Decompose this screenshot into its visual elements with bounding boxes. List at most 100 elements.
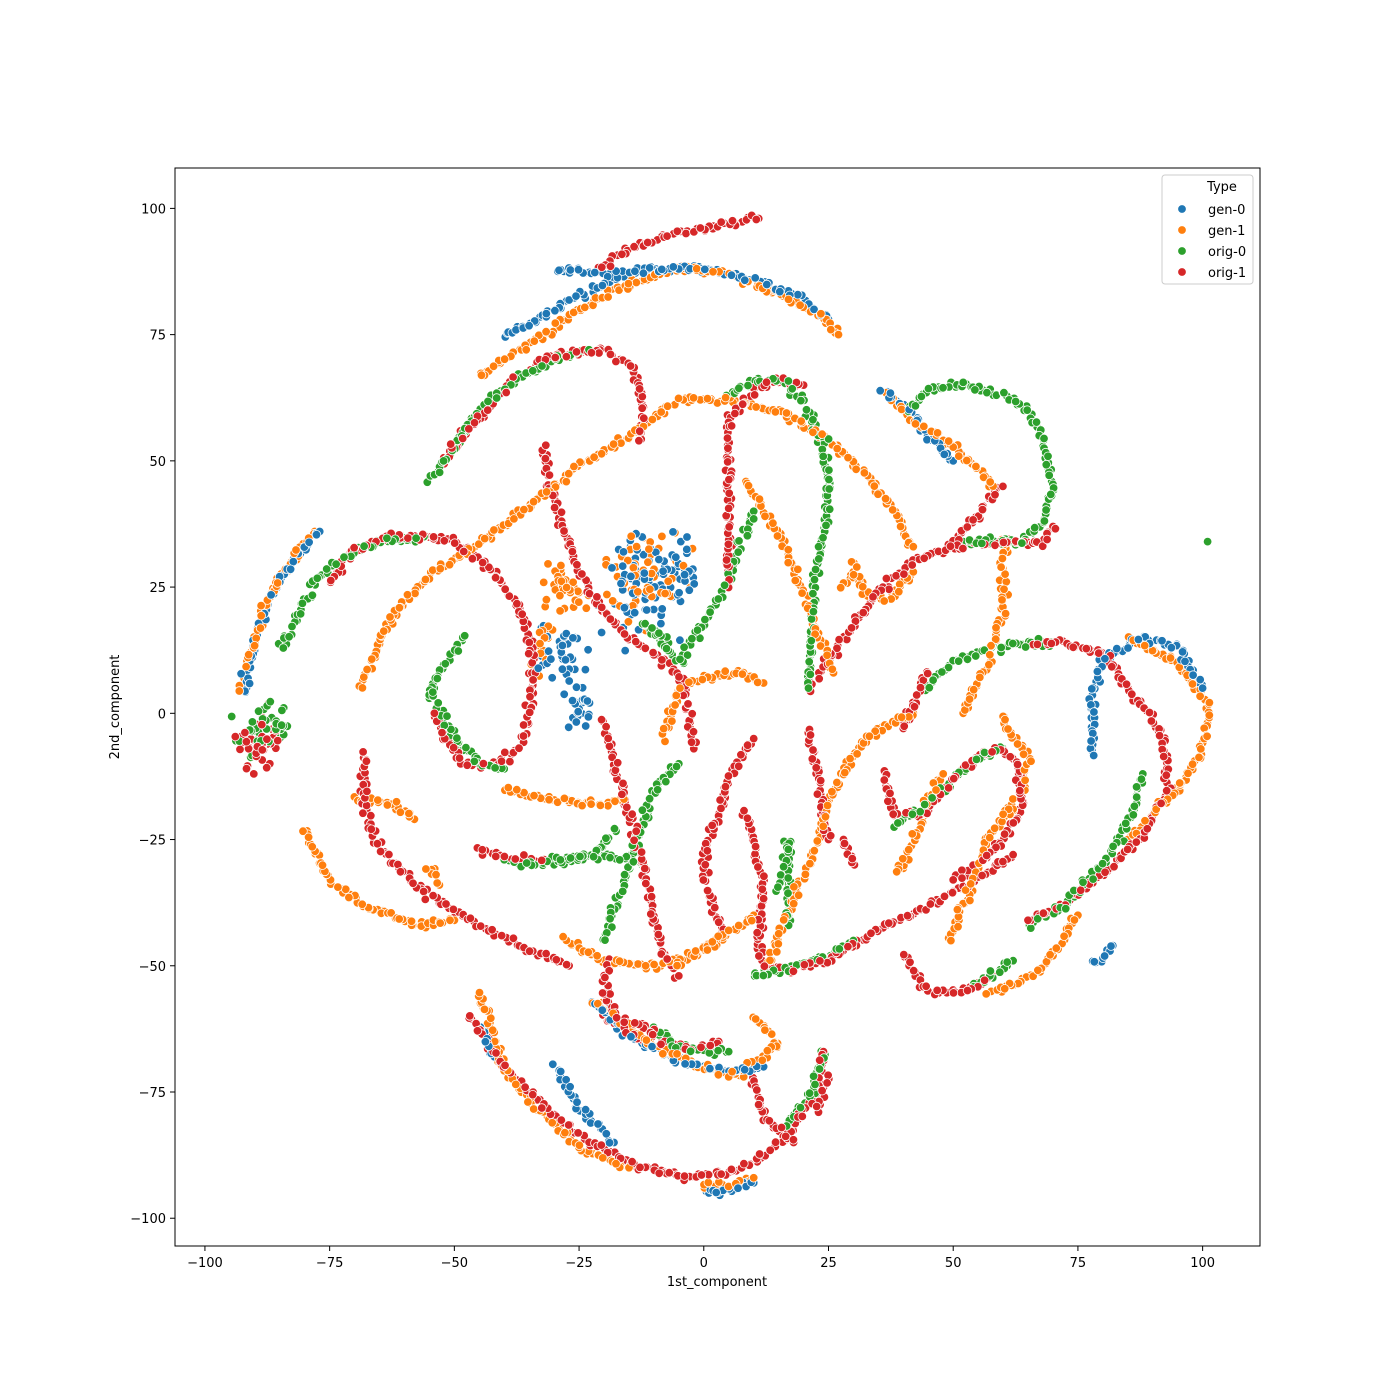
point-orig-0 xyxy=(1060,904,1071,914)
point-gen-1 xyxy=(291,545,301,555)
point-orig-0 xyxy=(1046,489,1056,500)
point-orig-1 xyxy=(408,878,418,889)
point-orig-1 xyxy=(636,847,647,857)
point-orig-1 xyxy=(1109,862,1119,872)
point-gen-1 xyxy=(818,821,828,832)
point-orig-1 xyxy=(847,853,858,864)
point-orig-0 xyxy=(1031,417,1042,427)
point-orig-1 xyxy=(490,573,501,583)
point-orig-0 xyxy=(1039,516,1050,526)
point-orig-1 xyxy=(617,789,627,800)
point-gen-0 xyxy=(1100,654,1110,664)
point-orig-0 xyxy=(1043,451,1053,462)
point-orig-0 xyxy=(359,541,369,551)
point-gen-1 xyxy=(734,920,744,931)
point-gen-1 xyxy=(817,429,827,439)
point-orig-0 xyxy=(1131,792,1142,802)
point-gen-1 xyxy=(406,916,417,927)
point-orig-1 xyxy=(814,674,824,684)
point-orig-0 xyxy=(937,667,947,677)
point-orig-0 xyxy=(1044,470,1054,481)
point-gen-1 xyxy=(943,436,954,446)
point-orig-1 xyxy=(962,985,973,996)
point-orig-1 xyxy=(696,1042,706,1053)
point-gen-1 xyxy=(997,595,1007,605)
point-orig-1 xyxy=(742,813,753,824)
point-gen-1 xyxy=(832,443,842,454)
point-orig-1 xyxy=(1046,638,1057,649)
point-gen-1 xyxy=(996,562,1006,572)
point-orig-1 xyxy=(629,241,639,252)
point-orig-1 xyxy=(603,733,613,744)
point-gen-0 xyxy=(564,676,574,686)
point-orig-1 xyxy=(723,771,734,781)
point-gen-1 xyxy=(511,1079,521,1090)
point-orig-0 xyxy=(618,886,628,897)
point-orig-1 xyxy=(361,756,372,766)
point-gen-1 xyxy=(659,723,669,734)
point-orig-1 xyxy=(1050,524,1061,534)
point-gen-0 xyxy=(680,1059,690,1069)
point-orig-1 xyxy=(464,424,474,434)
point-orig-1 xyxy=(484,562,494,573)
point-orig-1 xyxy=(524,946,535,956)
point-gen-0 xyxy=(607,563,617,573)
point-gen-1 xyxy=(852,562,862,572)
point-orig-1 xyxy=(998,856,1008,867)
point-orig-0 xyxy=(982,387,992,398)
point-gen-0 xyxy=(618,561,628,571)
point-gen-0 xyxy=(740,1064,750,1075)
point-gen-1 xyxy=(644,544,654,554)
point-orig-1 xyxy=(519,850,529,860)
point-orig-0 xyxy=(958,377,968,388)
point-gen-0 xyxy=(557,640,568,651)
point-orig-0 xyxy=(924,683,935,693)
point-gen-1 xyxy=(645,584,655,595)
point-gen-1 xyxy=(932,428,943,438)
point-orig-0 xyxy=(743,380,753,391)
point-gen-1 xyxy=(816,309,826,319)
x-tick-label: 75 xyxy=(1070,1256,1087,1271)
point-gen-1 xyxy=(720,666,730,676)
point-orig-0 xyxy=(682,650,693,660)
point-orig-0 xyxy=(824,484,834,494)
point-gen-1 xyxy=(760,1025,770,1035)
point-gen-1 xyxy=(773,939,784,949)
point-orig-1 xyxy=(948,988,959,998)
point-orig-1 xyxy=(764,1116,775,1126)
point-gen-1 xyxy=(965,895,975,906)
point-orig-1 xyxy=(241,763,252,774)
point-gen-1 xyxy=(1183,768,1193,779)
point-gen-0 xyxy=(1197,683,1208,693)
point-gen-1 xyxy=(808,427,818,438)
legend-label-gen-0: gen-0 xyxy=(1208,203,1245,218)
point-gen-1 xyxy=(672,960,682,971)
point-gen-0 xyxy=(1099,951,1110,961)
point-gen-1 xyxy=(751,402,761,412)
point-gen-1 xyxy=(737,669,748,679)
point-orig-1 xyxy=(702,885,713,896)
point-gen-1 xyxy=(420,574,431,585)
point-orig-0 xyxy=(1020,642,1031,652)
point-orig-1 xyxy=(586,348,597,358)
point-orig-0 xyxy=(999,388,1009,398)
point-orig-1 xyxy=(1127,689,1137,699)
point-orig-1 xyxy=(1107,662,1117,672)
point-orig-0 xyxy=(773,882,783,892)
points-layer xyxy=(226,210,1215,1200)
point-orig-1 xyxy=(1146,716,1157,726)
point-gen-1 xyxy=(762,1045,773,1056)
point-orig-0 xyxy=(277,705,287,716)
point-gen-1 xyxy=(688,393,699,403)
point-gen-0 xyxy=(547,673,557,683)
point-orig-0 xyxy=(1041,505,1051,515)
legend-label-orig-1: orig-1 xyxy=(1208,266,1246,281)
point-gen-0 xyxy=(1123,643,1133,653)
point-gen-1 xyxy=(827,664,838,675)
point-orig-1 xyxy=(724,488,734,499)
point-orig-1 xyxy=(781,1131,791,1142)
point-gen-1 xyxy=(1195,691,1205,702)
point-gen-0 xyxy=(593,1119,603,1129)
point-orig-0 xyxy=(685,1046,696,1057)
